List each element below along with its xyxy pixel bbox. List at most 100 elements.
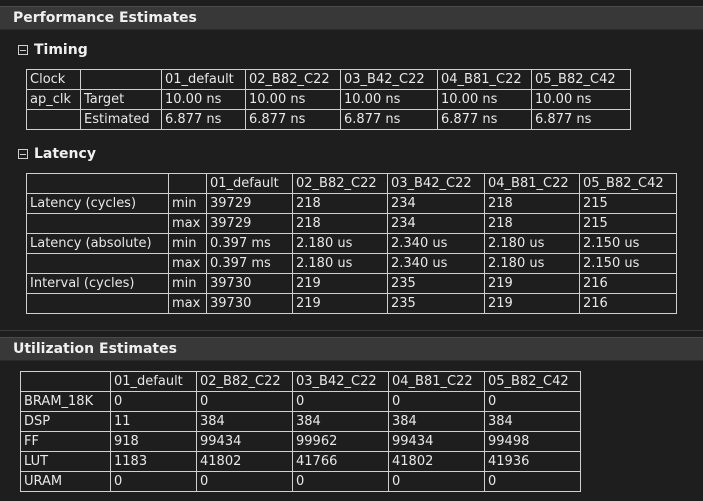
timing-cell: Target	[80, 89, 162, 110]
utilization-header-cell: 01_default	[110, 371, 197, 392]
latency-title: Latency	[34, 146, 96, 162]
table-row: FF 918 99434 99962 99434 99498	[20, 431, 581, 452]
latency-cell: max	[168, 213, 207, 234]
latency-cell: 218	[292, 213, 388, 234]
latency-cell: 216	[579, 293, 677, 314]
table-row: DSP 11 384 384 384 384	[20, 411, 581, 432]
latency-cell: min	[168, 193, 207, 214]
utilization-cell: 41766	[292, 451, 389, 472]
utilization-header-cell: 05_B82_C42	[484, 371, 581, 392]
utilization-cell: 0	[292, 391, 389, 412]
utilization-cell: 11	[110, 411, 197, 432]
utilization-cell: 0	[388, 391, 485, 412]
latency-cell: 39730	[206, 293, 293, 314]
latency-cell: 218	[484, 213, 580, 234]
utilization-table: 01_default 02_B82_C22 03_B42_C22 04_B81_C22…	[20, 371, 581, 492]
latency-cell: Interval (cycles)	[26, 273, 169, 294]
latency-header-cell	[168, 173, 207, 194]
latency-cell	[26, 213, 169, 234]
latency-cell: 234	[387, 213, 485, 234]
collapse-icon[interactable]	[18, 45, 28, 55]
utilization-header-row: 01_default 02_B82_C22 03_B42_C22 04_B81_C22…	[20, 371, 581, 392]
latency-section-toggle[interactable]: Latency	[18, 145, 96, 163]
utilization-cell: URAM	[20, 471, 111, 492]
utilization-cell: 99498	[484, 431, 581, 452]
latency-cell: max	[168, 253, 207, 274]
table-row: BRAM_18K 0 0 0 0 0	[20, 391, 581, 412]
timing-header-cell: 04_B81_C22	[437, 69, 532, 90]
utilization-cell: 99434	[196, 431, 293, 452]
timing-cell: 6.877 ns	[161, 109, 246, 130]
latency-cell: 39729	[206, 213, 293, 234]
latency-cell: min	[168, 233, 207, 254]
latency-cell: 2.340 us	[387, 253, 485, 274]
timing-cell: 10.00 ns	[531, 89, 631, 110]
utilization-cell: LUT	[20, 451, 111, 472]
performance-estimates-header: Performance Estimates	[0, 6, 703, 30]
table-row: Latency (absolute) min 0.397 ms 2.180 us 2.3…	[26, 233, 677, 254]
table-row: max 0.397 ms 2.180 us 2.340 us 2.180 us 2.150…	[26, 253, 677, 274]
table-row: URAM 0 0 0 0 0	[20, 471, 581, 492]
timing-cell: Estimated	[80, 109, 162, 130]
utilization-cell: 0	[484, 471, 581, 492]
latency-cell: 218	[292, 193, 388, 214]
latency-cell: 0.397 ms	[206, 253, 293, 274]
latency-cell: 2.150 us	[579, 253, 677, 274]
latency-cell: 2.180 us	[484, 253, 580, 274]
latency-cell: 39729	[206, 193, 293, 214]
utilization-cell: 384	[292, 411, 389, 432]
latency-cell: Latency (cycles)	[26, 193, 169, 214]
latency-cell: 0.397 ms	[206, 233, 293, 254]
timing-section-toggle[interactable]: Timing	[18, 41, 88, 59]
timing-cell: 10.00 ns	[161, 89, 246, 110]
utilization-cell: 99962	[292, 431, 389, 452]
latency-cell: 39730	[206, 273, 293, 294]
utilization-cell: 99434	[388, 431, 485, 452]
collapse-icon[interactable]	[18, 149, 28, 159]
utilization-cell: 41802	[196, 451, 293, 472]
latency-cell: 219	[484, 293, 580, 314]
utilization-cell: 384	[196, 411, 293, 432]
timing-cell: 6.877 ns	[340, 109, 438, 130]
latency-cell: 218	[484, 193, 580, 214]
latency-header-cell: 04_B81_C22	[484, 173, 580, 194]
latency-cell: Latency (absolute)	[26, 233, 169, 254]
latency-cell: 235	[387, 273, 485, 294]
latency-cell	[26, 253, 169, 274]
timing-header-row: Clock 01_default 02_B82_C22 03_B42_C22 04_B8…	[26, 69, 631, 90]
timing-cell	[26, 109, 81, 130]
latency-cell: min	[168, 273, 207, 294]
utilization-cell: 384	[388, 411, 485, 432]
timing-header-cell: 02_B82_C22	[245, 69, 341, 90]
utilization-cell: DSP	[20, 411, 111, 432]
timing-cell: ap_clk	[26, 89, 81, 110]
timing-header-cell: 03_B42_C22	[340, 69, 438, 90]
latency-header-cell: 02_B82_C22	[292, 173, 388, 194]
latency-cell: 215	[579, 213, 677, 234]
latency-cell: max	[168, 293, 207, 314]
latency-cell: 2.150 us	[579, 233, 677, 254]
performance-estimates-title: Performance Estimates	[13, 10, 197, 26]
latency-table: 01_default 02_B82_C22 03_B42_C22 04_B81_C22…	[26, 173, 677, 314]
table-row: Interval (cycles) min 39730 219 235 219 216	[26, 273, 677, 294]
utilization-header-cell: 04_B81_C22	[388, 371, 485, 392]
table-row: max 39729 218 234 218 215	[26, 213, 677, 234]
utilization-cell: 0	[110, 391, 197, 412]
latency-cell: 2.180 us	[292, 253, 388, 274]
latency-cell: 2.180 us	[292, 233, 388, 254]
utilization-cell: BRAM_18K	[20, 391, 111, 412]
timing-title: Timing	[34, 42, 88, 58]
utilization-cell: FF	[20, 431, 111, 452]
utilization-cell: 384	[484, 411, 581, 432]
latency-cell	[26, 293, 169, 314]
latency-header-cell: 05_B82_C42	[579, 173, 677, 194]
latency-cell: 219	[292, 273, 388, 294]
timing-header-cell	[80, 69, 162, 90]
latency-cell: 219	[292, 293, 388, 314]
utilization-header-cell	[20, 371, 111, 392]
latency-header-cell: 01_default	[206, 173, 293, 194]
latency-cell: 234	[387, 193, 485, 214]
latency-header-cell: 03_B42_C22	[387, 173, 485, 194]
table-row: ap_clk Target 10.00 ns 10.00 ns 10.00 ns 10.0…	[26, 89, 631, 110]
utilization-cell: 0	[388, 471, 485, 492]
